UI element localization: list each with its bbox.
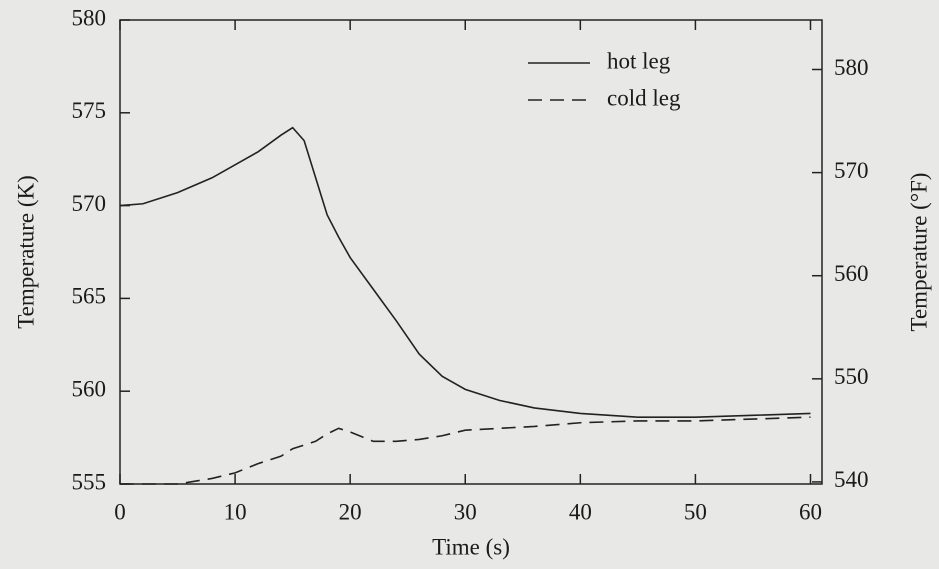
x-axis-label: Time (s) bbox=[432, 534, 510, 559]
y2-tick-label: 550 bbox=[834, 364, 869, 389]
legend-label: cold leg bbox=[607, 85, 681, 110]
y-tick-label: 565 bbox=[72, 284, 107, 309]
x-tick-label: 20 bbox=[339, 499, 362, 524]
series-line bbox=[119, 126, 811, 418]
y2-axis-label: Temperature (°F) bbox=[906, 173, 931, 332]
legend-label: hot leg bbox=[607, 48, 671, 73]
y2-tick-label: 570 bbox=[834, 158, 869, 183]
y-tick-label: 580 bbox=[72, 5, 107, 30]
y-axis-label: Temperature (K) bbox=[13, 175, 38, 329]
plot-frame bbox=[119, 19, 823, 485]
x-tick-label: 50 bbox=[684, 499, 707, 524]
x-tick-label: 40 bbox=[569, 499, 592, 524]
series-line bbox=[120, 416, 811, 485]
y-tick-label: 555 bbox=[72, 469, 107, 494]
x-tick-label: 0 bbox=[114, 499, 126, 524]
y2-tick-label: 560 bbox=[834, 261, 869, 286]
y-tick-label: 575 bbox=[72, 98, 107, 123]
y2-tick-label: 580 bbox=[834, 55, 869, 80]
y-tick-label: 570 bbox=[72, 191, 107, 216]
x-tick-label: 60 bbox=[799, 499, 822, 524]
y-tick-label: 560 bbox=[72, 376, 107, 401]
x-tick-label: 10 bbox=[224, 499, 247, 524]
y2-tick-label: 540 bbox=[834, 467, 869, 492]
x-tick-label: 30 bbox=[454, 499, 477, 524]
